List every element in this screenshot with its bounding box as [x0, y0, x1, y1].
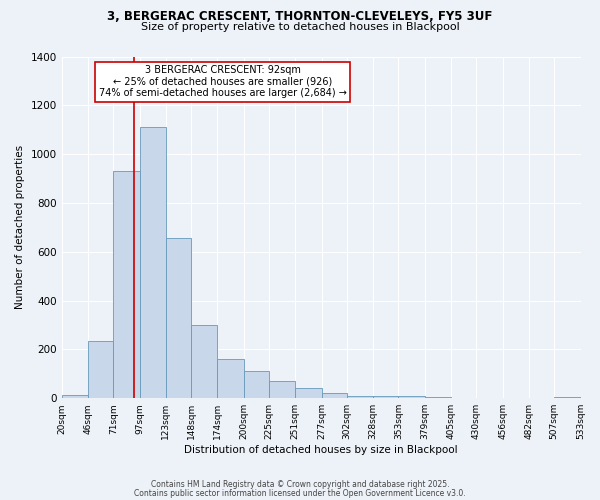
Text: Size of property relative to detached houses in Blackpool: Size of property relative to detached ho… — [140, 22, 460, 32]
Bar — [244, 372, 269, 398]
Bar — [166, 238, 191, 398]
Bar — [269, 381, 295, 398]
Bar — [62, 394, 88, 398]
Bar — [398, 396, 425, 398]
X-axis label: Distribution of detached houses by size in Blackpool: Distribution of detached houses by size … — [184, 445, 458, 455]
Bar — [425, 397, 451, 398]
Bar — [88, 341, 113, 398]
Text: 3, BERGERAC CRESCENT, THORNTON-CLEVELEYS, FY5 3UF: 3, BERGERAC CRESCENT, THORNTON-CLEVELEYS… — [107, 10, 493, 23]
Text: Contains public sector information licensed under the Open Government Licence v3: Contains public sector information licen… — [134, 488, 466, 498]
Bar — [217, 359, 244, 398]
Text: Contains HM Land Registry data © Crown copyright and database right 2025.: Contains HM Land Registry data © Crown c… — [151, 480, 449, 489]
Bar — [191, 325, 217, 398]
Bar — [140, 128, 166, 398]
Bar — [554, 397, 581, 398]
Bar — [373, 396, 398, 398]
Bar — [347, 396, 373, 398]
Bar — [113, 171, 140, 398]
Text: 3 BERGERAC CRESCENT: 92sqm
← 25% of detached houses are smaller (926)
74% of sem: 3 BERGERAC CRESCENT: 92sqm ← 25% of deta… — [98, 65, 346, 98]
Y-axis label: Number of detached properties: Number of detached properties — [15, 146, 25, 310]
Bar — [295, 388, 322, 398]
Bar — [322, 394, 347, 398]
